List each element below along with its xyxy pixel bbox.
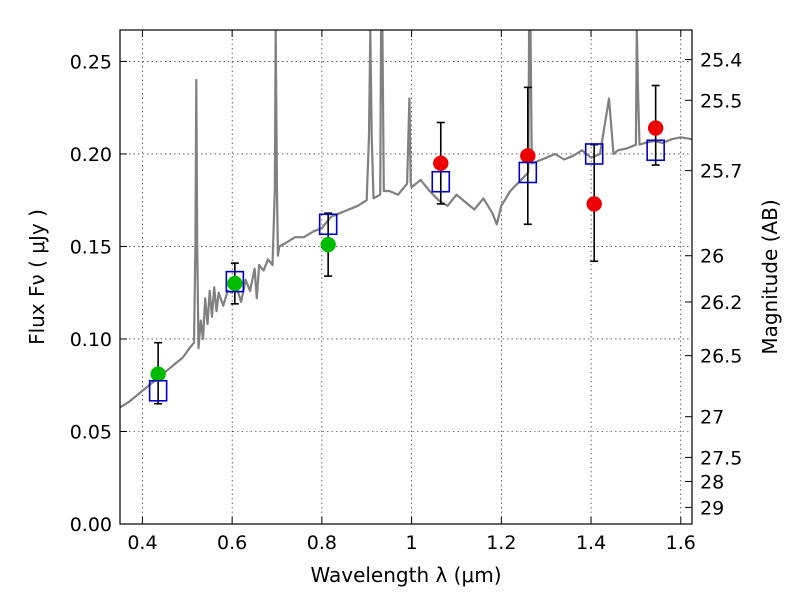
model-square-marker: [148, 379, 168, 402]
tick-labels: 0.4 0.6 0.8 1 1.2 1.4 1.6 0.00 0.05 0.10 0.15 0.20 0…: [70, 50, 743, 554]
green-point-marker: [227, 275, 243, 292]
magnitude-tick-label: 25.4: [700, 50, 742, 72]
y-tick-label: 0.05: [70, 421, 112, 443]
model-square-marker: [646, 139, 665, 162]
x-tick-label: 1: [406, 532, 418, 554]
y-tick-label: 0.15: [70, 236, 112, 258]
model-square-marker: [225, 270, 245, 293]
model-square-marker: [518, 161, 538, 184]
plot-area: [120, 30, 692, 409]
plot-frame: [119, 29, 693, 525]
model-square-marker: [431, 170, 451, 193]
green-point-marker: [150, 366, 166, 382]
model-square-marker: [318, 213, 338, 236]
magnitude-tick-label: 27.5: [700, 447, 742, 469]
y-tick-label: 0.00: [70, 514, 112, 536]
plot-background: [120, 30, 692, 524]
magnitude-axis-label: Magnitude (AB): [758, 199, 782, 354]
magnitude-tick-label: 25.7: [700, 161, 742, 183]
red-point-marker: [647, 120, 664, 136]
model-square-marker: [584, 143, 604, 165]
x-tick-label: 1.2: [486, 532, 516, 554]
magnitude-tick-label: 27: [700, 407, 724, 429]
magnitude-tick-label: 25.5: [700, 90, 742, 112]
x-tick-label: 1.4: [576, 532, 606, 554]
magnitude-tick-label: 29: [700, 497, 724, 519]
x-tick-label: 1.6: [666, 532, 696, 554]
x-tick-label: 0.6: [217, 532, 247, 554]
green-point-marker: [320, 236, 336, 253]
ticks: [120, 30, 692, 525]
y-tick-label: 0.20: [70, 144, 112, 166]
magnitude-tick-label: 28: [700, 471, 724, 493]
x-tick-label: 0.4: [127, 532, 157, 554]
template-spectrum-line: [120, 30, 692, 409]
red-point-marker: [433, 155, 449, 171]
magnitude-tick-label: 26: [700, 246, 724, 268]
y-tick-label: 0.25: [70, 51, 112, 73]
red-point-marker: [520, 148, 536, 164]
magnitude-tick-label: 26.5: [700, 346, 742, 368]
x-tick-label: 0.8: [307, 532, 337, 554]
red-point-marker: [586, 196, 602, 212]
y-tick-label: 0.10: [70, 329, 112, 351]
y-axis-label: Flux Fν ( μJy ): [25, 209, 49, 345]
magnitude-tick-label: 26.2: [700, 292, 742, 314]
x-axis-label: Wavelength λ (μm): [310, 563, 501, 587]
